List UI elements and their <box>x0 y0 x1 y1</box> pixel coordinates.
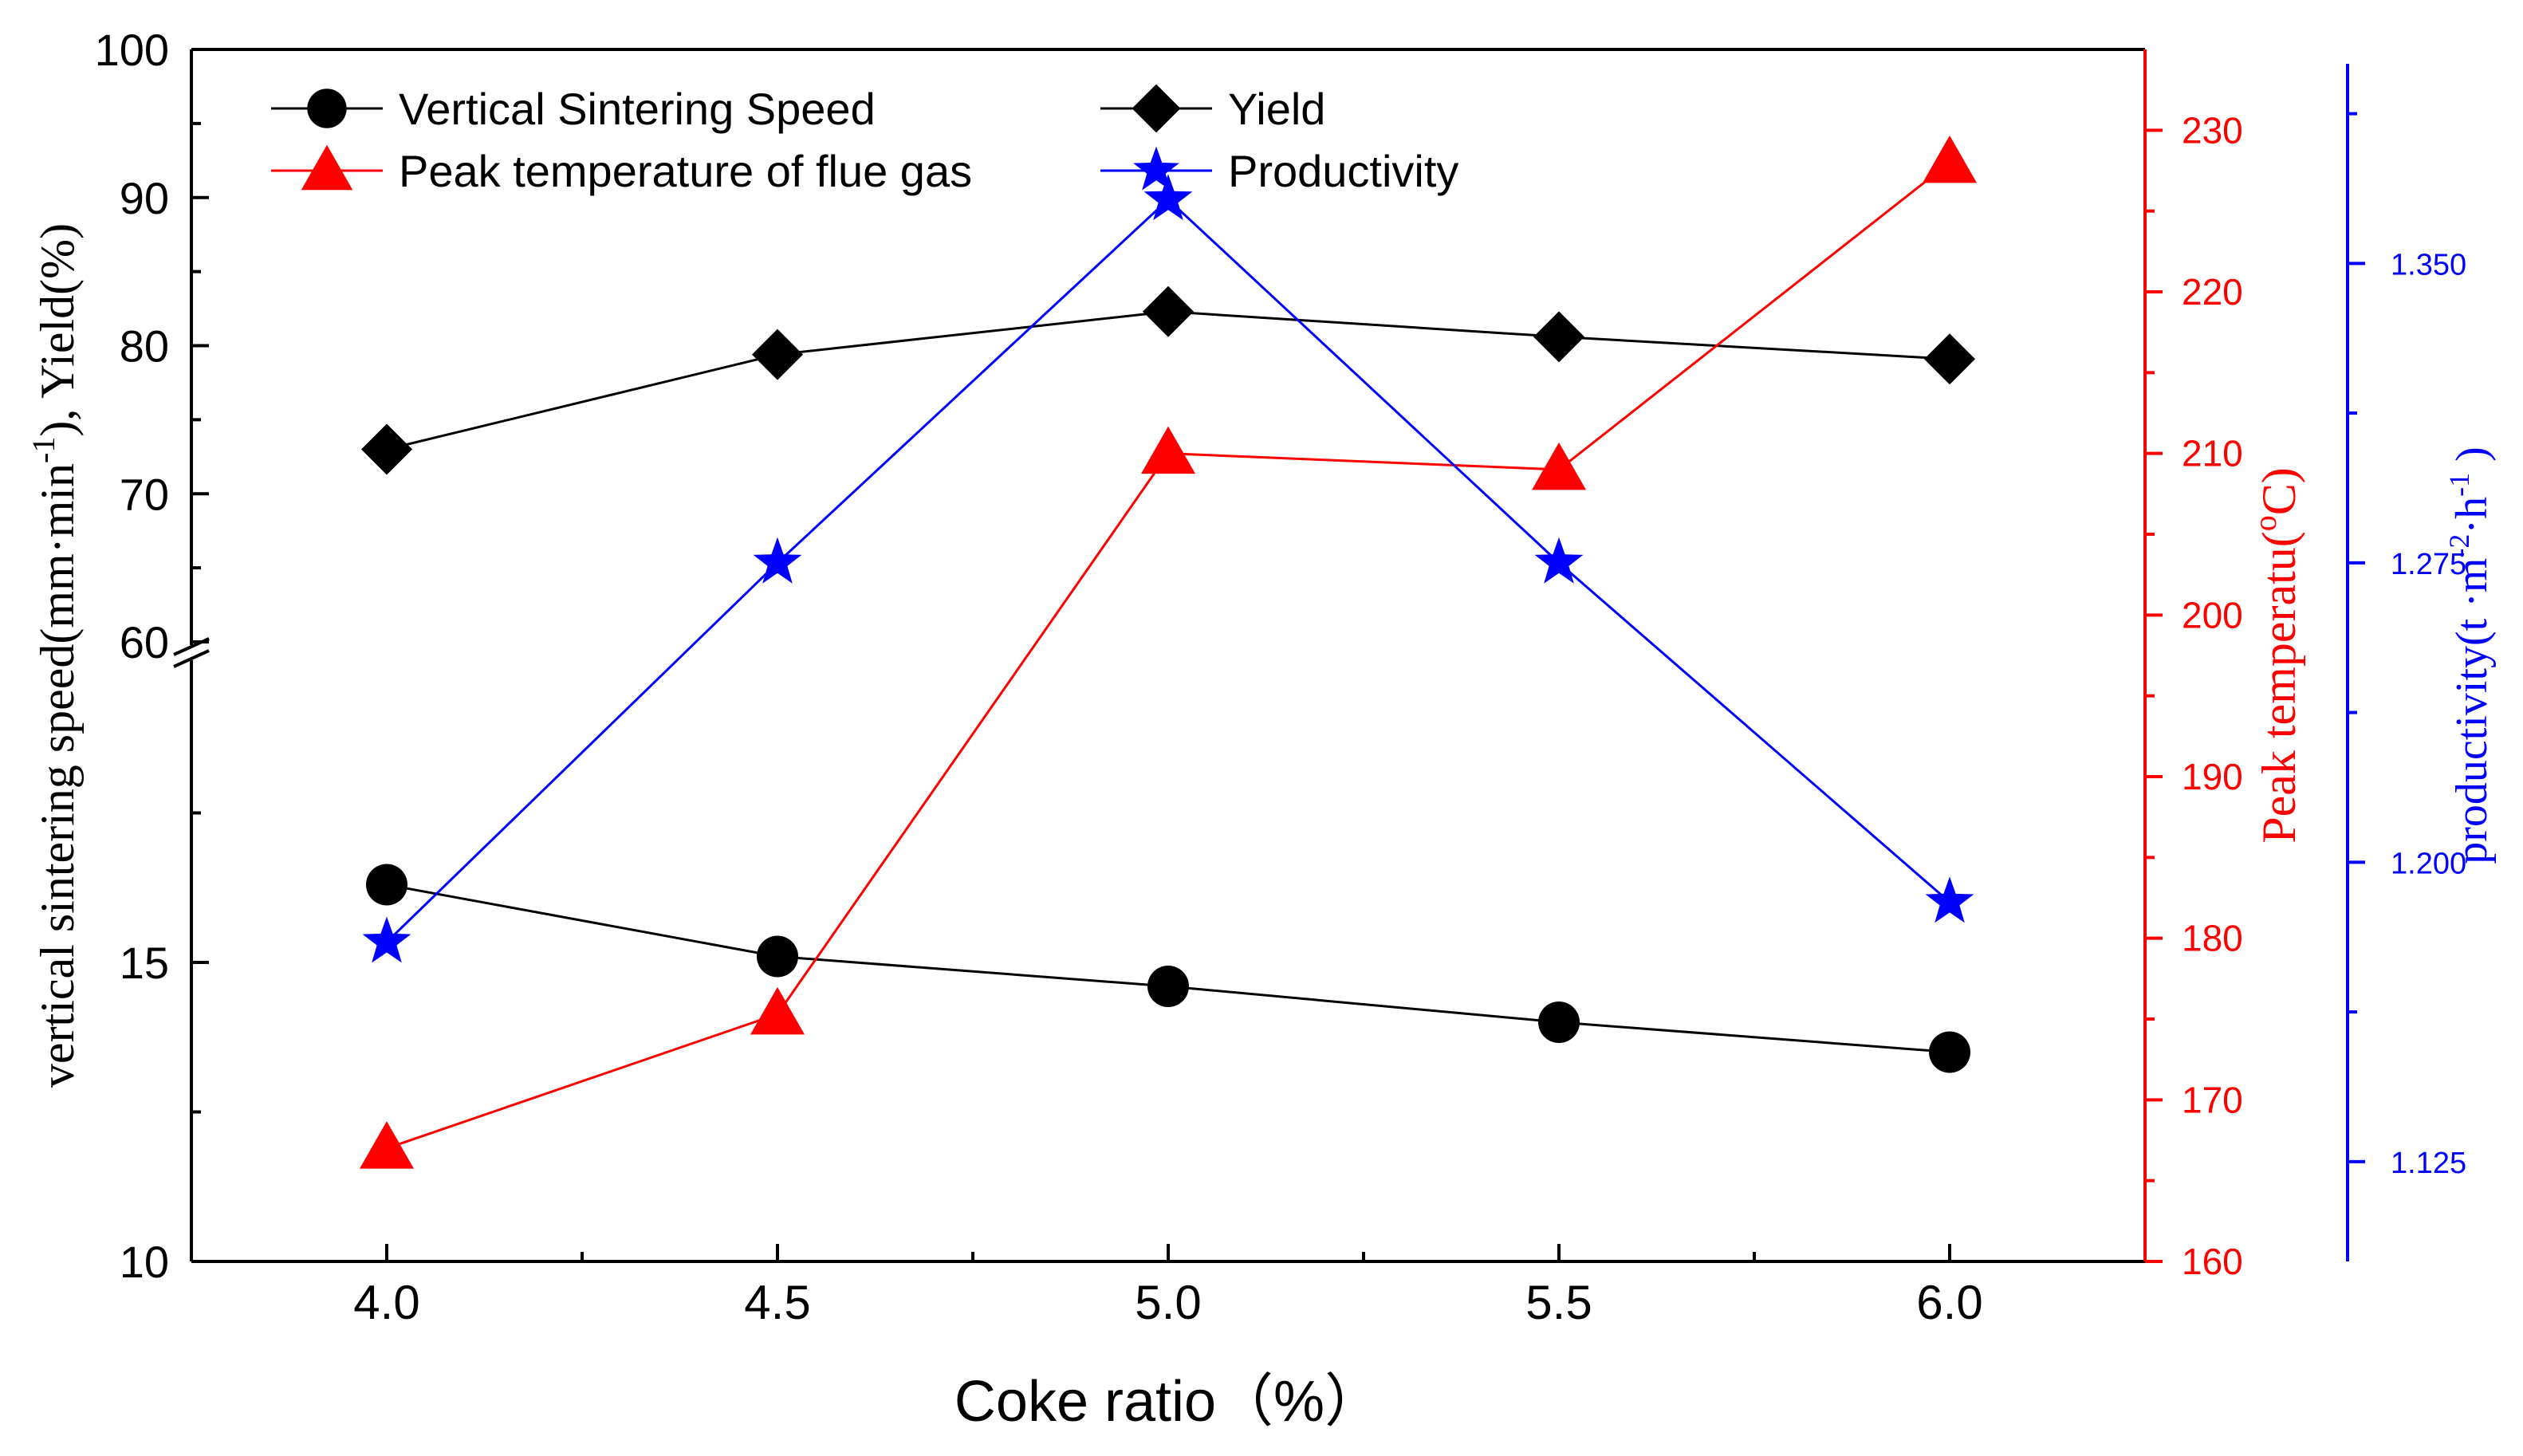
right-2-tick-label: 1.125 <box>2391 1147 2466 1180</box>
data-point <box>1533 311 1584 363</box>
right-2-tick-label: 1.350 <box>2391 248 2466 281</box>
right-1-tick-label: 180 <box>2182 918 2243 959</box>
data-point <box>361 423 412 475</box>
data-point <box>360 1121 414 1169</box>
legend-item: Yield <box>1100 84 1325 134</box>
data-point <box>1534 537 1584 584</box>
legend-label: Peak temperature of flue gas <box>399 146 972 196</box>
x-tick-label: 6.0 <box>1916 1276 1982 1329</box>
legend-marker <box>307 89 347 128</box>
right-axis-2-label: productivity(t ·m-2·h-1 ) <box>2443 447 2497 864</box>
data-point <box>1532 442 1586 490</box>
legend-marker <box>1133 146 1179 191</box>
right-1-tick-label: 200 <box>2182 594 2243 636</box>
data-point <box>1143 285 1194 337</box>
left-tick-label: 15 <box>120 938 169 988</box>
data-point <box>1925 876 1974 923</box>
right-1-tick-label: 220 <box>2182 271 2243 313</box>
right-1-tick-label: 210 <box>2182 433 2243 474</box>
data-point <box>1924 333 1975 385</box>
data-point <box>757 935 798 978</box>
legend-item: Peak temperature of flue gas <box>271 144 972 196</box>
left-tick-label: 100 <box>95 25 169 75</box>
legend-marker <box>1132 84 1181 133</box>
data-point <box>1923 135 1977 183</box>
right-axis-1-label: Peak temperatu(oC) <box>2247 467 2305 844</box>
legend-label: Yield <box>1228 84 1325 134</box>
legend-item: Vertical Sintering Speed <box>271 84 876 134</box>
x-tick-label: 5.0 <box>1135 1276 1201 1329</box>
right-1-tick-label: 160 <box>2182 1241 2243 1282</box>
right-2-tick-label: 1.275 <box>2391 548 2466 581</box>
left-tick-label: 90 <box>120 173 169 223</box>
series-yield <box>361 285 1975 475</box>
right-2-tick-label: 1.200 <box>2391 847 2466 880</box>
series-layer <box>360 135 1977 1169</box>
data-point <box>1929 1031 1970 1073</box>
x-tick-label: 5.5 <box>1525 1276 1592 1329</box>
left-axis-label: vertical sintering speed(mm·min-1), Yiel… <box>26 223 84 1088</box>
data-point <box>753 537 802 584</box>
axes: 4.0 4.5 5.0 5.5 6.0 Coke ratio（%） 60 70 80 90 100 1… <box>26 25 2497 1434</box>
legend-marker <box>301 144 353 191</box>
data-point <box>362 916 411 963</box>
legend-item: Productivity <box>1100 146 1458 196</box>
series-vertical-sintering-speed <box>366 864 1970 1073</box>
data-point <box>1147 966 1189 1007</box>
left-tick-label: 10 <box>120 1237 169 1287</box>
data-point <box>750 986 805 1035</box>
series-peak-temperature-of-flue-gas <box>360 135 1977 1169</box>
data-point <box>1141 426 1195 474</box>
series-productivity <box>362 174 1974 963</box>
data-point <box>1143 174 1193 221</box>
left-tick-label: 80 <box>120 321 169 372</box>
x-tick-label: 4.5 <box>744 1276 810 1329</box>
left-tick-label: 60 <box>120 617 169 667</box>
legend-label: Productivity <box>1228 146 1458 196</box>
right-1-tick-label: 190 <box>2182 756 2243 797</box>
data-point <box>752 329 803 380</box>
x-tick-label: 4.0 <box>353 1276 419 1329</box>
legend-label: Vertical Sintering Speed <box>399 84 876 134</box>
data-point <box>1538 1001 1580 1043</box>
axis-break-mark <box>173 649 210 668</box>
left-tick-label: 70 <box>120 469 169 519</box>
right-1-tick-label: 230 <box>2182 109 2243 151</box>
legend: Vertical Sintering Speed Yield Peak temper… <box>271 84 1458 196</box>
data-point <box>366 864 407 906</box>
x-axis-label: Coke ratio（%） <box>954 1370 1382 1434</box>
right-1-tick-label: 170 <box>2182 1079 2243 1120</box>
